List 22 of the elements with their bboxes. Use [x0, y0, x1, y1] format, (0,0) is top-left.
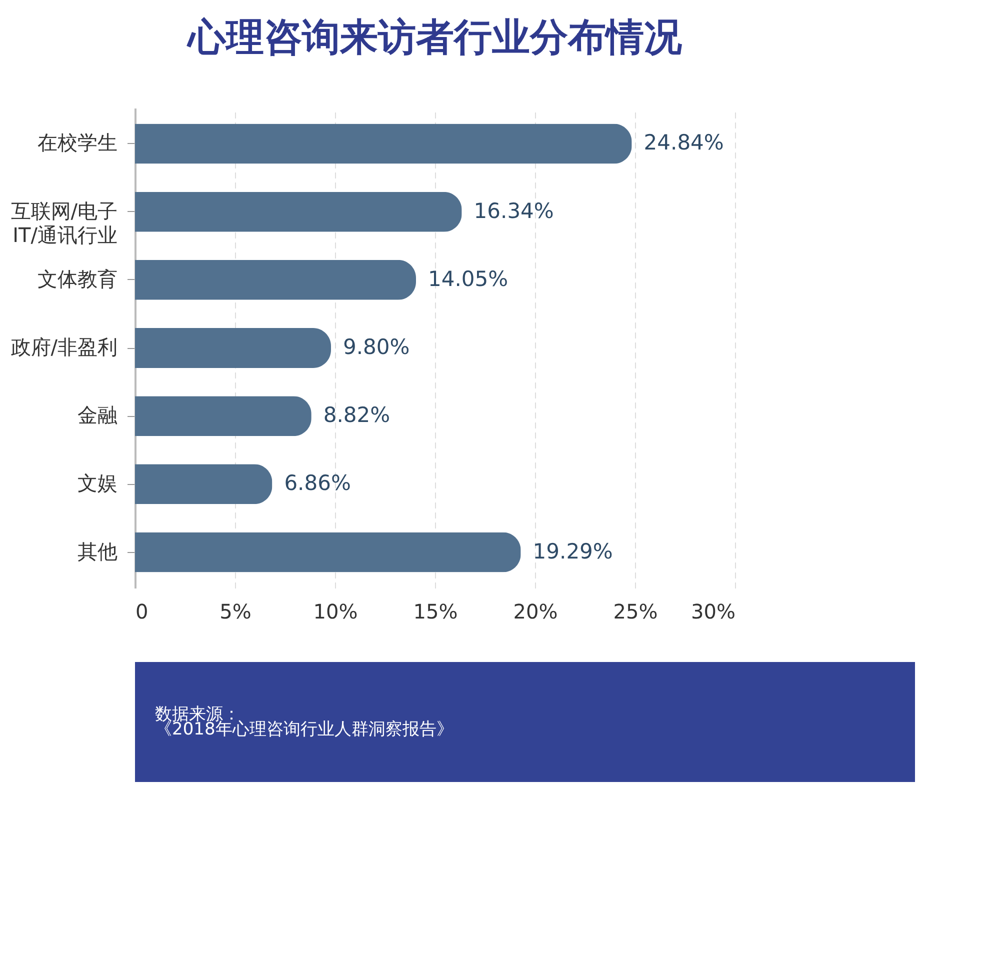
- x-tick-label: 15%: [413, 600, 458, 624]
- x-tick-label: 0: [136, 600, 148, 624]
- data-label: 14.05%: [428, 266, 508, 291]
- data-label: 19.29%: [532, 539, 613, 564]
- data-label: 24.84%: [644, 130, 724, 155]
- chart-title: 心理咨询来访者行业分布情况: [186, 15, 682, 59]
- y-tick-label: 文娱: [78, 471, 118, 496]
- data-label: 9.80%: [343, 335, 410, 359]
- y-tick-label: 互联网/电子 IT/通讯行业: [10, 198, 118, 247]
- y-tick-label: 在校学生: [38, 130, 118, 155]
- x-tick-label: 20%: [513, 600, 558, 624]
- data-label: 8.82%: [323, 403, 390, 428]
- x-tick-label: 5%: [220, 600, 252, 624]
- y-tick-label: 文体教育: [38, 266, 118, 291]
- data-label: 16.34%: [474, 198, 554, 223]
- x-tick-label: 10%: [313, 600, 358, 624]
- data-label: 6.86%: [284, 471, 351, 496]
- y-tick-label: 其他: [78, 539, 118, 564]
- x-tick-label: 25%: [613, 600, 658, 624]
- x-tick-label: 30%: [691, 600, 736, 624]
- y-tick-label: 金融: [78, 403, 118, 428]
- y-tick-label: 政府/非盈利: [10, 335, 118, 359]
